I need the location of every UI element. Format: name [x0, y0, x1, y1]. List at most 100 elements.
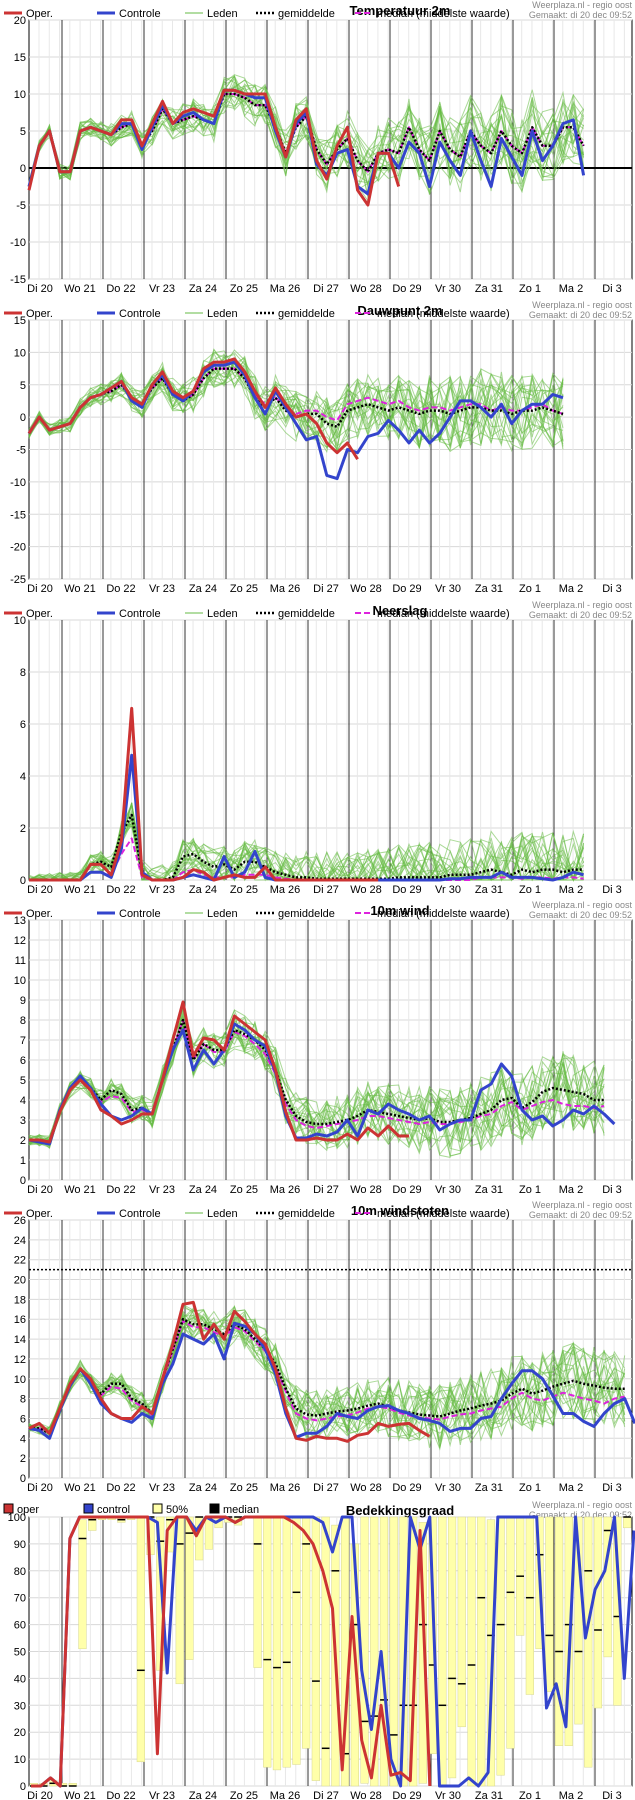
percentile-band-bar	[554, 1516, 564, 1746]
series-line-gemiddelde	[29, 1317, 625, 1435]
y-tick-label: -10	[10, 237, 26, 249]
chart-panel-3: 0 2 4 6 8 10 Di 20 Wo 21 Do 22 Vr 23 Za 24 Zo 25 Ma …	[4, 600, 633, 896]
y-tick-label: 30	[14, 1700, 26, 1712]
series-line-oper	[28, 1300, 431, 1443]
series-line-median	[29, 1019, 605, 1143]
legend-label-oper: Oper.	[26, 1208, 53, 1220]
x-tick-label: Wo 21	[64, 283, 96, 295]
percentile-band-bar	[477, 1516, 486, 1787]
legend: oper control 50% median	[3, 1503, 259, 1516]
x-tick-label: Do 29	[392, 1790, 421, 1800]
legend-label-leden: Leden	[207, 308, 238, 320]
x-tick-label: Vr 30	[435, 884, 461, 896]
ensemble-member-line	[28, 348, 564, 453]
x-tick-label: Do 29	[392, 583, 421, 595]
ensemble-member-line	[28, 94, 585, 192]
percentile-band-bar	[409, 1516, 418, 1787]
x-tick-label: Zo 25	[230, 884, 258, 896]
series-line-gemiddelde	[29, 1018, 605, 1144]
x-tick-label: Zo 1	[519, 1790, 541, 1800]
legend-label-median: median (middelste waarde)	[377, 908, 510, 920]
y-tick-label: 2	[20, 823, 26, 835]
y-tick-label: 0	[20, 1781, 26, 1793]
percentile-band-bar	[399, 1516, 408, 1787]
x-tick-label: Zo 1	[519, 583, 541, 595]
y-tick-label: 8	[20, 1015, 26, 1027]
chart-title: Dauwpunt 2m	[357, 303, 442, 318]
x-tick-label: Do 29	[392, 884, 421, 896]
x-tick-label: Di 20	[27, 884, 53, 896]
x-tick-label: Za 24	[189, 1482, 217, 1494]
y-tick-label: 9	[20, 995, 26, 1007]
x-tick-label: Za 24	[189, 283, 217, 295]
x-tick-label: Zo 25	[230, 1184, 258, 1196]
percentile-band-bar	[78, 1519, 87, 1650]
x-tick-label: Ma 26	[270, 283, 301, 295]
legend-label-leden: Leden	[207, 1208, 238, 1220]
x-tick-label: Za 31	[475, 283, 503, 295]
ensemble-member-line	[28, 81, 585, 183]
x-tick-label: Za 24	[189, 884, 217, 896]
source-label: Weerplaza.nl - regio oost	[532, 1500, 632, 1510]
legend-label-leden: Leden	[207, 908, 238, 920]
ensemble-member-line	[28, 360, 564, 449]
y-tick-label: 2	[20, 1453, 26, 1465]
source-label: Weerplaza.nl - regio oost	[532, 300, 632, 310]
y-tick-label: 11	[15, 955, 26, 967]
y-tick-label: -25	[10, 574, 26, 586]
y-tick-label: 8	[20, 1394, 26, 1406]
x-tick-label: Ma 2	[559, 884, 583, 896]
x-tick-label: Di 20	[27, 1790, 53, 1800]
x-tick-label: Di 3	[602, 884, 622, 896]
x-tick-label: Di 20	[27, 1482, 53, 1494]
series-line-controle	[28, 1321, 635, 1440]
x-tick-label: Di 27	[313, 583, 339, 595]
chart-title: 10m windstoten	[351, 1203, 449, 1218]
y-tick-label: 6	[20, 1413, 26, 1425]
x-tick-label: Do 22	[106, 583, 135, 595]
y-tick-label: 26	[14, 1215, 26, 1227]
percentile-band-bar	[623, 1516, 632, 1529]
legend-label-control: control	[97, 1504, 130, 1516]
x-tick-label: Vr 30	[435, 283, 461, 295]
y-tick-label: 6	[20, 719, 26, 731]
made-label: Gemaakt: di 20 dec 09:52	[529, 1210, 632, 1220]
series-line-oper	[27, 357, 359, 460]
x-tick-label: Za 24	[189, 1184, 217, 1196]
x-tick-label: Di 3	[602, 1184, 622, 1196]
x-tick-label: Zo 1	[519, 884, 541, 896]
y-tick-label: 10	[14, 347, 26, 359]
x-tick-label: Za 31	[475, 583, 503, 595]
legend-label-controle: Controle	[119, 1208, 161, 1220]
series-line-oper	[29, 1000, 409, 1144]
y-tick-label: 80	[14, 1566, 26, 1578]
chart-panel-2: -25 -20 -15 -10 -5 0 5 10 15 Di 20 Wo 21 Do 22 Vr 23…	[4, 300, 633, 595]
y-tick-label: 70	[14, 1593, 26, 1605]
ensemble-member-line	[28, 87, 585, 186]
percentile-band-bar	[496, 1516, 505, 1776]
y-tick-label: 12	[14, 935, 26, 947]
percentile-band-bar	[584, 1516, 593, 1768]
legend-label-gemiddelde: gemiddelde	[278, 8, 335, 20]
y-tick-label: 16	[14, 1314, 26, 1326]
legend-label-oper: Oper.	[26, 908, 53, 920]
legend-label-oper: Oper.	[26, 8, 53, 20]
y-tick-label: 0	[20, 1473, 26, 1485]
x-tick-label: Ma 26	[270, 583, 301, 595]
x-tick-label: Ma 2	[559, 583, 583, 595]
source-label: Weerplaza.nl - regio oost	[532, 1200, 632, 1210]
legend-label-gemiddelde: gemiddelde	[278, 908, 335, 920]
ensemble-member-line	[28, 1004, 605, 1147]
ensemble-member-line	[28, 1305, 626, 1442]
y-tick-label: 100	[8, 1512, 26, 1524]
x-tick-label: Za 24	[189, 583, 217, 595]
x-tick-label: Ma 26	[270, 1790, 301, 1800]
y-tick-label: -10	[10, 477, 26, 489]
percentile-band-bar	[185, 1516, 194, 1660]
x-tick-label: Di 20	[27, 1184, 53, 1196]
x-tick-label: Zo 25	[230, 1790, 258, 1800]
x-tick-label: Zo 25	[230, 1482, 258, 1494]
legend: Oper. Controle Leden gemiddelde median (midd…	[4, 8, 510, 20]
chart-title: Bedekkingsgraad	[346, 1503, 454, 1518]
